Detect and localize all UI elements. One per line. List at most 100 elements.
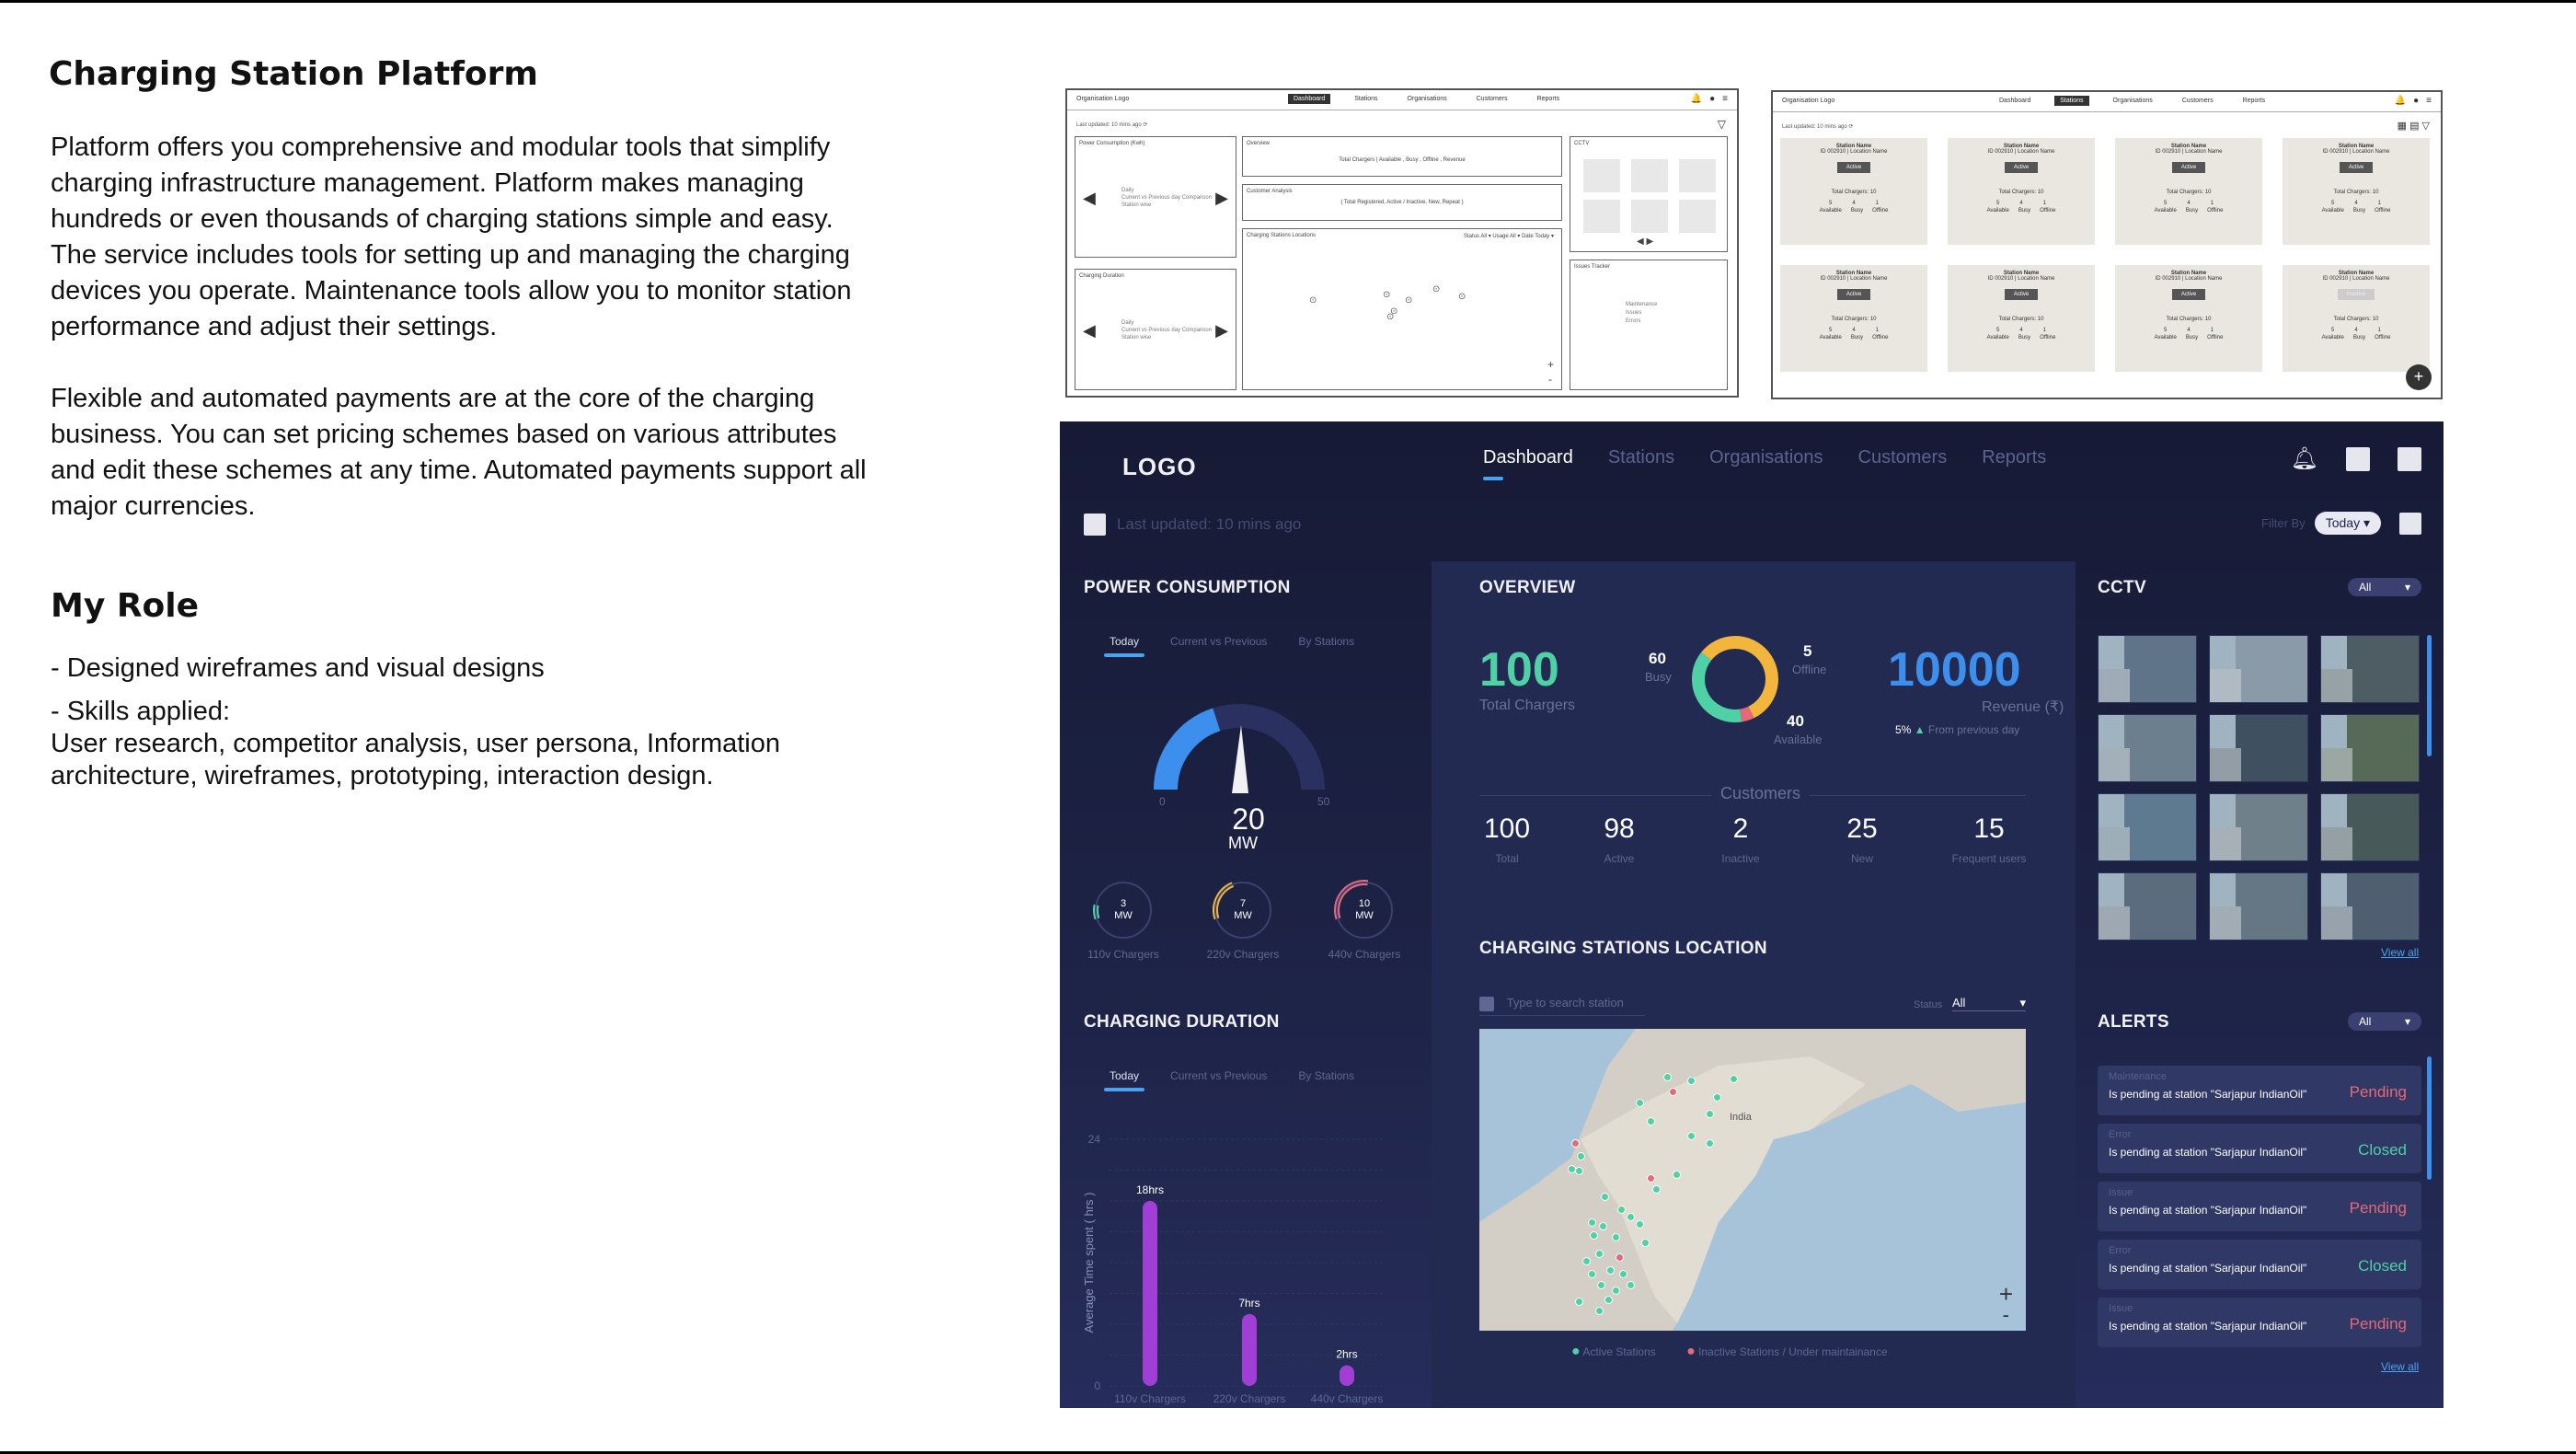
refresh-icon[interactable]: ⟳ <box>1143 122 1148 128</box>
refresh-icon[interactable] <box>1084 514 1106 536</box>
alert-item[interactable]: Issue Is pending at station "Sarjapur Ind… <box>2098 1298 2421 1347</box>
nav-organisations[interactable]: Organisations <box>1709 447 1823 467</box>
active-station-pin-icon[interactable] <box>1601 1193 1609 1201</box>
active-station-pin-icon[interactable] <box>1730 1075 1738 1083</box>
tab-today[interactable]: Today <box>1103 635 1145 657</box>
map-pin-icon[interactable]: ⊙ <box>1432 284 1441 294</box>
stations-map[interactable]: India + - <box>1479 1029 2026 1331</box>
active-station-pin-icon[interactable] <box>1588 1218 1596 1227</box>
station-status-button[interactable]: Active <box>2004 289 2039 300</box>
active-station-pin-icon[interactable] <box>1612 1287 1620 1295</box>
view-toggle-icons[interactable]: ▦ ▤ ▽ <box>2397 121 2430 132</box>
next-arrow-icon[interactable]: ▶ <box>1215 321 1228 340</box>
inactive-station-pin-icon[interactable] <box>1616 1253 1624 1262</box>
prev-arrow-icon[interactable]: ◀ <box>1083 321 1096 340</box>
alert-item[interactable]: Error Is pending at station "Sarjapur Ind… <box>2098 1124 2421 1173</box>
alerts-filter[interactable]: All ▾ <box>2348 1012 2421 1031</box>
menu-icon[interactable] <box>2398 446 2421 471</box>
filter-icon[interactable]: ▽ <box>1717 118 1726 131</box>
cctv-feed-thumbnail[interactable] <box>2209 793 2308 861</box>
active-station-pin-icon[interactable] <box>1687 1077 1696 1085</box>
active-station-pin-icon[interactable] <box>1713 1093 1721 1102</box>
station-status-button[interactable]: Active <box>2171 289 2206 300</box>
active-station-pin-icon[interactable] <box>1673 1171 1681 1179</box>
station-card[interactable]: Station Name ID 002910 | Location Name Act… <box>1948 265 2095 372</box>
alert-item[interactable]: Error Is pending at station "Sarjapur Ind… <box>2098 1240 2421 1289</box>
tab-by-stations[interactable]: By Stations <box>1298 1069 1355 1082</box>
carousel-arrows-icon[interactable]: ◀ ▶ <box>1637 237 1654 247</box>
map-pin-icon[interactable]: ⊙ <box>1309 295 1317 306</box>
active-station-pin-icon[interactable] <box>1636 1099 1644 1107</box>
wf-nav-organisations[interactable]: Organisations <box>2112 98 2153 104</box>
station-card[interactable]: Station Name ID 002910 | Location Name Act… <box>2115 138 2262 245</box>
station-status-button[interactable]: Active <box>2339 162 2374 173</box>
tab-by-stations[interactable]: By Stations <box>1298 635 1355 648</box>
wf-nav-stations[interactable]: Stations <box>1354 96 1378 102</box>
nav-reports[interactable]: Reports <box>1982 447 2047 467</box>
active-station-pin-icon[interactable] <box>1627 1213 1635 1221</box>
alerts-view-all-link[interactable]: View all <box>2381 1360 2420 1373</box>
cctv-feed-thumbnail[interactable] <box>2320 635 2420 703</box>
active-station-pin-icon[interactable] <box>1706 1139 1714 1148</box>
station-status-button[interactable]: Active <box>1836 289 1871 300</box>
wf-locations-filters[interactable]: Status All ▾ Usage All ▾ Date Today ▾ <box>1464 234 1554 239</box>
station-card[interactable]: Station Name ID 002910 | Location Name Act… <box>2115 265 2262 372</box>
filter-icon[interactable] <box>2399 512 2421 535</box>
active-station-pin-icon[interactable] <box>1582 1257 1591 1265</box>
active-station-pin-icon[interactable] <box>1663 1073 1672 1081</box>
inactive-station-pin-icon[interactable] <box>1647 1174 1655 1183</box>
active-station-pin-icon[interactable] <box>1619 1270 1627 1278</box>
map-pin-icon[interactable]: ⊙ <box>1458 292 1466 302</box>
active-station-pin-icon[interactable] <box>1595 1250 1604 1258</box>
zoom-out-icon[interactable]: - <box>1548 373 1552 386</box>
active-station-pin-icon[interactable] <box>1612 1233 1620 1241</box>
nav-dashboard[interactable]: Dashboard <box>1483 447 1573 480</box>
user-icon[interactable] <box>2346 446 2370 471</box>
cctv-view-all-link[interactable]: View all <box>2381 946 2420 959</box>
station-status-button[interactable]: Active <box>2171 162 2206 173</box>
user-icon[interactable]: ● <box>1709 94 1716 104</box>
active-station-pin-icon[interactable] <box>1606 1266 1615 1275</box>
station-card[interactable]: Station Name ID 002910 | Location Name Ina… <box>2283 265 2430 372</box>
user-icon[interactable]: ● <box>2413 96 2420 106</box>
menu-icon[interactable]: ≡ <box>2426 96 2432 106</box>
prev-arrow-icon[interactable]: ◀ <box>1083 189 1096 207</box>
wf-nav-reports[interactable]: Reports <box>2242 98 2266 104</box>
active-station-pin-icon[interactable] <box>1577 1152 1585 1160</box>
active-station-pin-icon[interactable] <box>1627 1281 1635 1289</box>
active-station-pin-icon[interactable] <box>1588 1270 1596 1278</box>
alert-item[interactable]: Issue Is pending at station "Sarjapur Ind… <box>2098 1182 2421 1231</box>
map-pin-icon[interactable]: ⊙ <box>1390 306 1398 317</box>
station-card[interactable]: Station Name ID 002910 | Location Name Act… <box>1780 265 1927 372</box>
alert-item[interactable]: Maintenance Is pending at station "Sarjap… <box>2098 1066 2421 1115</box>
cctv-feed-thumbnail[interactable] <box>2209 872 2308 940</box>
tab-current-vs-previous[interactable]: Current vs Previous <box>1170 1069 1268 1082</box>
cctv-filter[interactable]: All ▾ <box>2348 578 2421 596</box>
bell-icon[interactable]: 🔔 <box>1690 94 1703 104</box>
station-status-button[interactable]: Active <box>1836 162 1871 173</box>
station-card[interactable]: Station Name ID 002910 | Location Name Act… <box>1948 138 2095 245</box>
map-pin-icon[interactable]: ⊙ <box>1386 312 1395 322</box>
tab-today[interactable]: Today <box>1103 1069 1145 1091</box>
status-select[interactable]: All ▾ <box>1952 996 2026 1011</box>
wf-nav-customers[interactable]: Customers <box>1476 96 1508 102</box>
active-station-pin-icon[interactable] <box>1652 1185 1661 1194</box>
station-status-button[interactable]: Active <box>2004 162 2039 173</box>
cctv-feed-thumbnail[interactable] <box>2320 793 2420 861</box>
inactive-station-pin-icon[interactable] <box>1669 1088 1677 1096</box>
active-station-pin-icon[interactable] <box>1617 1206 1626 1214</box>
cctv-feed-thumbnail[interactable] <box>2209 635 2308 703</box>
cctv-feed-thumbnail[interactable] <box>2209 714 2308 782</box>
active-station-pin-icon[interactable] <box>1575 1298 1583 1306</box>
active-station-pin-icon[interactable] <box>1636 1220 1644 1229</box>
bell-icon[interactable]: 🔔︎ <box>2290 446 2318 471</box>
active-station-pin-icon[interactable] <box>1706 1110 1714 1118</box>
cctv-feed-thumbnail[interactable] <box>2098 793 2197 861</box>
cctv-feed-thumbnail[interactable] <box>2098 635 2197 703</box>
cctv-feed-thumbnail[interactable] <box>2320 714 2420 782</box>
active-station-pin-icon[interactable] <box>1641 1239 1650 1247</box>
bell-icon[interactable]: 🔔 <box>2394 96 2407 106</box>
refresh-icon[interactable]: ⟳ <box>1848 124 1854 130</box>
active-station-pin-icon[interactable] <box>1595 1307 1604 1315</box>
wf-nav-dashboard[interactable]: Dashboard <box>1999 98 2031 104</box>
